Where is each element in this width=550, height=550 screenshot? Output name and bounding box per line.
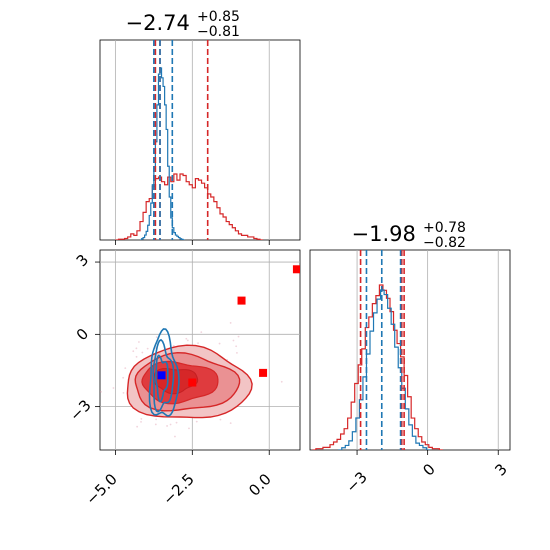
marginal-p0-median: −2.74 [126, 11, 190, 35]
joint-sample-dot [195, 420, 198, 423]
marginal-p0-hist-red [115, 173, 264, 240]
marginal-p1-hist-blue [338, 289, 430, 450]
joint-sample-dot [186, 339, 189, 342]
marginal-p1-frame [309, 249, 511, 451]
joint-ytick-1: 0 [73, 325, 92, 344]
joint-sample-dot [185, 337, 188, 340]
joint-sample-dot [197, 342, 199, 345]
joint-sample-dot [135, 355, 138, 358]
marginal-p1-upper: +0.78 [423, 220, 466, 236]
marginal-p0-title: −2.74 +0.85 −0.81 [126, 6, 245, 40]
joint-red-square-marker [259, 368, 268, 377]
joint-sample-dot [229, 422, 232, 425]
joint-ytick-2: −3 [66, 396, 94, 424]
joint-red-square-marker [292, 265, 300, 274]
marginal-p1-xtick-1: 0 [419, 460, 438, 479]
marginal-p1-panel: −3 0 3 −1.98 +0.78 −0.82 [309, 217, 511, 496]
joint-sample-dot [146, 347, 149, 350]
joint-sample-dot [200, 331, 203, 334]
marginal-p1-title: −1.98 +0.78 −0.82 [352, 217, 471, 251]
joint-xtick-1: −2.5 [159, 470, 197, 508]
joint-sample-dot [135, 347, 138, 350]
joint-sample-dot [219, 418, 222, 421]
joint-sample-dot [140, 421, 142, 423]
marginal-p1-xtick-2: 3 [491, 460, 510, 479]
joint-sample-dot [122, 376, 125, 379]
joint-sample-dot [122, 391, 125, 394]
joint-sample-dot [280, 380, 283, 383]
joint-sample-dot [138, 341, 140, 343]
joint-xtick-0: −5.0 [82, 470, 120, 508]
joint-red-square-marker [237, 296, 246, 305]
joint-ytick-0: 3 [73, 251, 92, 270]
joint-sample-dot [229, 322, 232, 324]
marginal-p1-xtick-0: −3 [342, 468, 370, 496]
marginal-p1-lower: −0.82 [423, 235, 466, 251]
joint-sample-dot [232, 339, 235, 342]
joint-sample-dot [140, 418, 143, 420]
joint-sample-dot [166, 425, 168, 427]
joint-blue-contour-mid [152, 338, 175, 413]
marginal-p0-upper: +0.85 [197, 9, 240, 25]
joint-blue-contour-outer [148, 328, 180, 417]
joint-red-square-marker [188, 378, 197, 387]
joint-sample-dot [112, 387, 115, 389]
joint-sample-dot [235, 345, 238, 348]
joint-sample-dot [218, 342, 221, 345]
marginal-p0-frame [99, 39, 301, 241]
joint-sample-dot [100, 390, 102, 393]
joint-sample-dot [175, 421, 178, 424]
joint-blue-square-marker [157, 371, 166, 380]
marginal-p0-panel: −2.74 +0.85 −0.81 [99, 6, 301, 245]
joint-sample-dot [154, 423, 157, 426]
joint-sample-dot [132, 350, 135, 353]
joint-sample-dot [176, 471, 178, 473]
marginal-p1-hist-red [312, 284, 443, 450]
joint-sample-dot [124, 367, 127, 369]
marginal-p0-hist-blue [140, 67, 185, 240]
joint-sample-dot [237, 335, 240, 338]
joint-sample-dot [236, 351, 238, 354]
joint-panel: −5.0 −2.5 0.0 3 0 −3 [61, 249, 301, 509]
joint-sample-dot [155, 336, 158, 339]
joint-sample-dot [174, 435, 176, 438]
joint-sample-dot [61, 356, 63, 358]
joint-xtick-2: 0.0 [245, 470, 275, 500]
joint-sample-dot [169, 423, 172, 426]
joint-sample-dot [188, 427, 190, 430]
joint-blue-contour-inner [154, 354, 169, 403]
joint-sample-dot [141, 351, 144, 354]
joint-sample-dot [136, 425, 139, 428]
joint-sample-dot [172, 344, 175, 347]
joint-sample-dot [155, 418, 158, 421]
marginal-p1-median: −1.98 [352, 222, 416, 246]
marginal-p0-lower: −0.81 [197, 24, 240, 40]
